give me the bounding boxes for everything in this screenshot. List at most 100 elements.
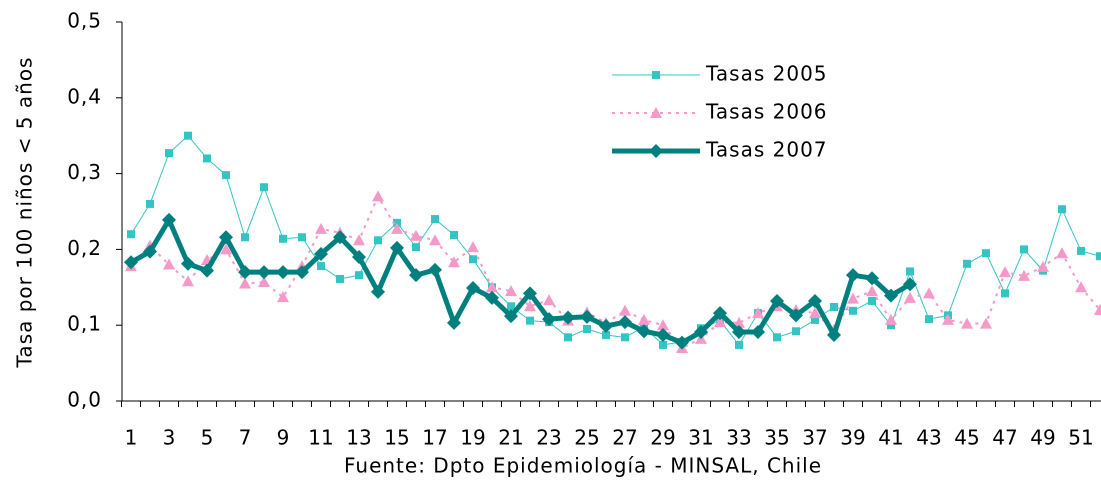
data-point xyxy=(412,243,420,252)
data-point xyxy=(849,306,857,315)
data-point xyxy=(298,233,306,242)
x-tick-label: 37 xyxy=(802,426,827,450)
data-point xyxy=(260,183,268,192)
data-point xyxy=(239,277,251,289)
data-point xyxy=(925,315,933,324)
data-point xyxy=(371,284,385,299)
x-tick-label: 9 xyxy=(277,426,290,450)
data-point xyxy=(182,275,194,287)
data-point xyxy=(372,190,384,202)
data-point xyxy=(203,154,211,163)
data-point xyxy=(1058,205,1066,214)
data-point xyxy=(564,333,572,342)
x-tick-label: 13 xyxy=(346,426,371,450)
y-axis-label: Tasa por 100 niños < 5 años xyxy=(13,57,37,369)
data-point xyxy=(450,230,458,239)
data-point xyxy=(887,321,895,330)
data-point xyxy=(846,268,860,283)
data-point xyxy=(507,302,515,311)
x-tick-label: 23 xyxy=(536,426,561,450)
y-tick-label: 0,5 xyxy=(67,9,102,33)
data-point xyxy=(391,222,403,234)
data-point xyxy=(735,340,743,349)
data-point xyxy=(752,307,764,319)
data-point xyxy=(963,259,971,268)
data-point xyxy=(524,300,536,312)
data-point xyxy=(903,277,917,292)
data-point xyxy=(770,293,784,308)
data-point xyxy=(619,304,631,316)
x-tick-label: 35 xyxy=(764,426,789,450)
data-point xyxy=(1001,289,1009,298)
data-point xyxy=(599,318,613,333)
data-point xyxy=(982,249,990,258)
x-tick-label: 45 xyxy=(954,426,979,450)
data-point xyxy=(618,315,632,330)
data-point xyxy=(165,149,173,158)
data-point xyxy=(336,274,344,283)
data-point xyxy=(980,317,992,329)
data-point xyxy=(789,308,803,323)
data-point xyxy=(469,255,477,264)
x-tick-label: 41 xyxy=(878,426,903,450)
y-tick-label: 0,0 xyxy=(67,388,102,412)
data-point xyxy=(163,258,175,270)
data-point xyxy=(124,255,138,270)
x-tick-label: 21 xyxy=(498,426,523,450)
data-point xyxy=(694,325,708,340)
data-point xyxy=(656,328,670,343)
data-point xyxy=(638,313,650,325)
data-point xyxy=(523,286,537,301)
data-point xyxy=(353,234,365,246)
data-point xyxy=(773,333,781,342)
data-point xyxy=(181,256,195,271)
data-point xyxy=(659,340,667,349)
x-tick-label: 49 xyxy=(1030,426,1055,450)
data-point xyxy=(808,293,822,308)
data-point xyxy=(276,265,290,280)
data-point xyxy=(602,331,610,340)
legend-marker xyxy=(650,107,662,118)
x-tick-label: 3 xyxy=(163,426,176,450)
data-point xyxy=(732,325,746,340)
data-point xyxy=(504,309,518,324)
data-point xyxy=(241,233,249,242)
data-point xyxy=(637,324,651,339)
data-point xyxy=(162,212,176,227)
data-point xyxy=(315,222,327,234)
data-point xyxy=(1037,260,1049,272)
data-point xyxy=(317,262,325,271)
data-point xyxy=(431,215,439,224)
x-tick-label: 43 xyxy=(916,426,941,450)
data-point xyxy=(827,328,841,343)
data-point xyxy=(428,262,442,277)
y-tick-label: 0,1 xyxy=(67,312,102,336)
x-tick-label: 27 xyxy=(612,426,637,450)
data-point xyxy=(657,319,669,331)
data-point xyxy=(906,267,914,276)
data-point xyxy=(1018,269,1030,281)
data-point xyxy=(314,246,328,261)
data-point xyxy=(675,335,689,350)
data-point xyxy=(733,316,745,328)
y-tick-label: 0,3 xyxy=(67,160,102,184)
data-point xyxy=(486,281,498,293)
data-point xyxy=(961,317,973,329)
data-point xyxy=(279,234,287,243)
caption: Fuente: Dpto Epidemiología - MINSAL, Chi… xyxy=(344,454,822,478)
x-tick-label: 51 xyxy=(1068,426,1093,450)
data-point xyxy=(792,327,800,336)
y-tick-label: 0,2 xyxy=(67,236,102,260)
legend-label: Tasas 2006 xyxy=(705,100,828,124)
data-point xyxy=(865,271,879,286)
data-point xyxy=(942,313,954,325)
legend-label: Tasas 2007 xyxy=(705,138,828,162)
data-point xyxy=(1077,246,1085,255)
data-point xyxy=(200,263,214,278)
x-tick-label: 11 xyxy=(308,426,333,450)
data-point xyxy=(1096,252,1101,261)
data-point xyxy=(866,285,878,297)
data-point xyxy=(811,315,819,324)
data-point xyxy=(885,313,897,325)
